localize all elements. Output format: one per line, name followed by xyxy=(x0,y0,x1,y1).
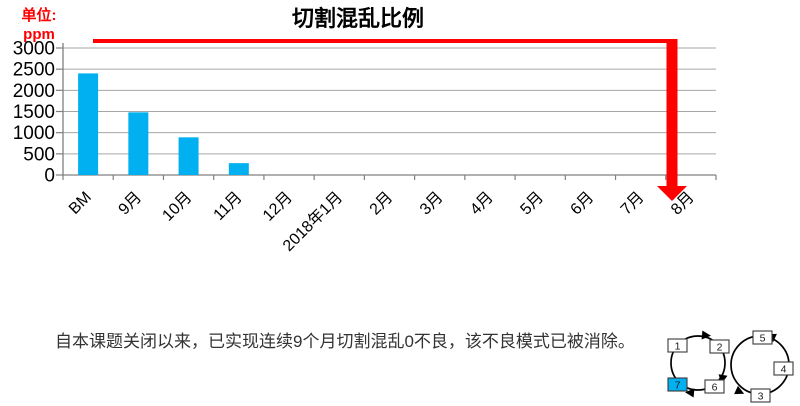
x-tick-label: 4月 xyxy=(467,189,497,219)
step-box-6: 6 xyxy=(704,379,725,394)
bar-BM xyxy=(78,73,99,175)
summary-caption: 自本课题关闭以来，已实现连续9个月切割混乱0不良，该不良模式已被消除。 xyxy=(55,332,635,351)
axes xyxy=(56,43,717,180)
x-tick-label: 7月 xyxy=(618,189,648,219)
y-axis-unit-label: 单位: ppm xyxy=(16,6,62,44)
y-tick-label: 1500 xyxy=(13,102,55,123)
y-tick-label: 2000 xyxy=(13,81,55,102)
step-number: 1 xyxy=(675,341,681,353)
step-number: 6 xyxy=(712,382,718,394)
step-number: 4 xyxy=(781,364,787,376)
x-tick-label: 11月 xyxy=(211,189,246,224)
process-loop-diagram: 1 2 3 4 5 6 7 xyxy=(667,330,794,403)
step-box-5: 5 xyxy=(752,330,773,345)
bar-9月 xyxy=(128,112,149,175)
x-tick-label: 10月 xyxy=(159,189,195,225)
chart-title: 切割混乱比例 xyxy=(291,6,424,31)
step-number: 3 xyxy=(758,391,764,403)
bars xyxy=(78,73,249,175)
bar-11月 xyxy=(228,163,249,175)
unit-line2: ppm xyxy=(23,26,55,43)
x-tick-label: BM xyxy=(66,189,95,218)
loop-arrowhead-icon xyxy=(701,330,711,340)
x-tick-label: 5月 xyxy=(517,189,547,219)
x-tick-label: 9月 xyxy=(116,189,146,219)
y-tick-label: 3000 xyxy=(13,39,55,60)
step-number: 2 xyxy=(717,342,723,354)
unit-line1: 单位: xyxy=(21,7,57,24)
step-number: 7 xyxy=(675,380,681,392)
step-number: 5 xyxy=(760,333,766,345)
x-tick-label: 6月 xyxy=(568,189,598,219)
x-tick-label: 12月 xyxy=(260,189,296,225)
step-box-3: 3 xyxy=(750,388,771,403)
y-tick-label: 1000 xyxy=(13,123,55,144)
gridlines xyxy=(63,47,716,155)
trend-annotation-arrow xyxy=(93,39,687,201)
x-tick-label: 2月 xyxy=(367,189,397,219)
left-loop-circle xyxy=(670,335,726,391)
y-tick-label: 500 xyxy=(23,144,55,165)
bar-10月 xyxy=(178,137,199,175)
arrowhead-down-icon xyxy=(657,186,687,201)
y-tick-label: 0 xyxy=(44,166,55,187)
y-tick-label: 2500 xyxy=(13,60,55,81)
step-box-7: 7 xyxy=(667,377,688,392)
step-box-2: 2 xyxy=(709,339,730,354)
step-box-1: 1 xyxy=(667,338,688,353)
x-tick-label: 3月 xyxy=(417,189,447,219)
step-box-4: 4 xyxy=(773,361,794,376)
loop-arrowhead-icon xyxy=(734,385,745,395)
loop-arrowhead-icon xyxy=(685,388,695,398)
